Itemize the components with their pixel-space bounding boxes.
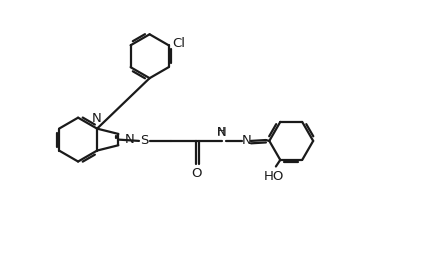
Text: HO: HO — [264, 170, 284, 183]
Text: O: O — [191, 167, 202, 180]
Text: S: S — [140, 134, 149, 147]
Text: H: H — [217, 127, 226, 137]
Text: N: N — [242, 134, 251, 147]
Text: N: N — [217, 126, 226, 139]
Text: N: N — [124, 133, 134, 146]
Text: N: N — [92, 112, 102, 125]
Text: Cl: Cl — [172, 37, 185, 50]
